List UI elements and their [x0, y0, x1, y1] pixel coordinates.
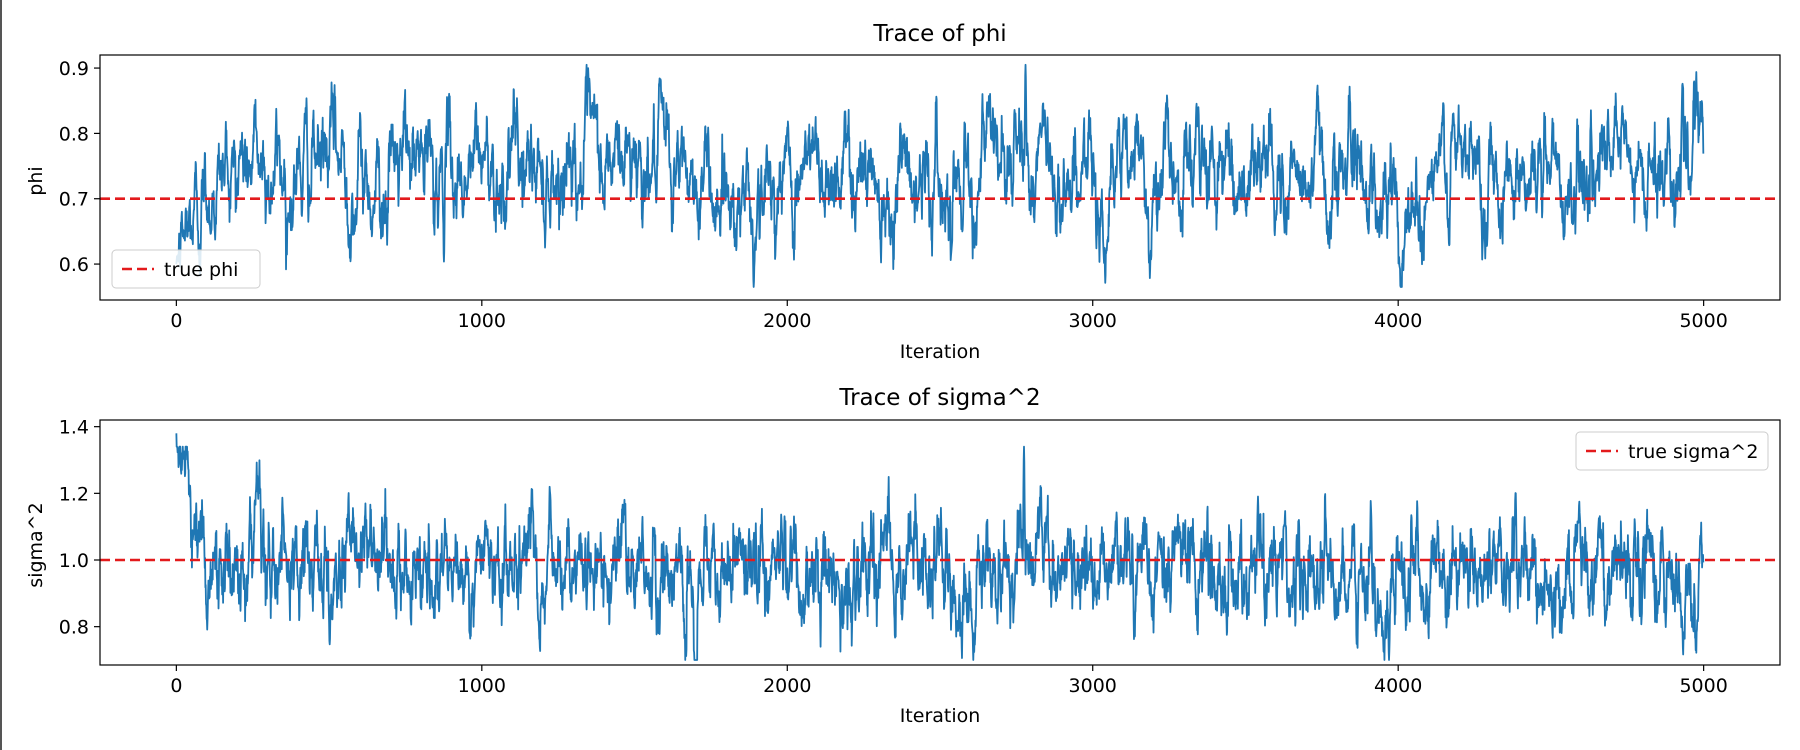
y-tick-label: 0.7 — [59, 189, 89, 211]
x-tick-label: 4000 — [1374, 310, 1422, 332]
y-axis-label: sigma^2 — [25, 502, 47, 587]
x-tick-label: 4000 — [1374, 675, 1422, 697]
x-tick-label: 5000 — [1679, 675, 1727, 697]
axes-frame — [99, 54, 1781, 301]
x-tick-label: 1000 — [458, 310, 506, 332]
y-tick-label: 0.8 — [59, 123, 89, 145]
x-tick-label: 0 — [170, 675, 182, 697]
chart-title: Trace of phi — [872, 21, 1006, 47]
chart-title: Trace of sigma^2 — [838, 385, 1040, 411]
x-axis-label: Iteration — [900, 341, 981, 363]
y-tick-label: 0.8 — [59, 617, 89, 639]
y-tick-label: 1.4 — [59, 417, 89, 439]
window-left-edge — [0, 0, 2, 750]
y-tick-label: 1.0 — [59, 550, 89, 572]
axes-frame — [99, 419, 1781, 666]
x-tick-label: 1000 — [458, 675, 506, 697]
y-axis-label: phi — [25, 166, 47, 195]
phi-trace-chart: Trace of phi Iteration phi 0 1000 2000 3000… — [25, 21, 1781, 363]
legend: true sigma^2 — [1575, 431, 1769, 471]
trace-line — [175, 63, 1705, 288]
trace-line — [175, 433, 1705, 661]
legend: true phi — [111, 249, 261, 289]
legend-label: true sigma^2 — [1628, 441, 1758, 463]
x-tick-label: 3000 — [1069, 310, 1117, 332]
legend-label: true phi — [164, 259, 238, 281]
y-tick-label: 0.6 — [59, 254, 89, 276]
sigma2-trace-chart: Trace of sigma^2 Iteration sigma^2 0 1000… — [25, 385, 1781, 727]
x-tick-label: 2000 — [763, 310, 811, 332]
legend-box — [111, 249, 261, 289]
x-tick-label: 3000 — [1069, 675, 1117, 697]
x-tick-label: 5000 — [1679, 310, 1727, 332]
x-tick-label: 2000 — [763, 675, 811, 697]
y-tick-label: 0.9 — [59, 58, 89, 80]
x-axis-label: Iteration — [900, 705, 981, 727]
x-tick-label: 0 — [170, 310, 182, 332]
legend-box — [1575, 431, 1769, 471]
y-tick-label: 1.2 — [59, 483, 89, 505]
